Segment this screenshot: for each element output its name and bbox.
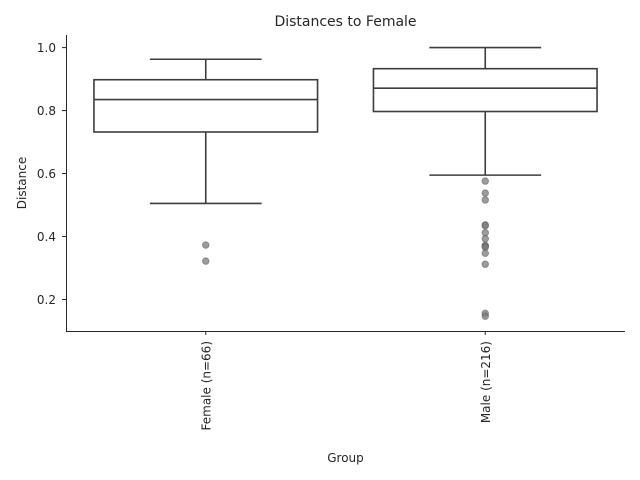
y-axis-label: Distance [15, 157, 29, 209]
box-group [93, 58, 319, 265]
y-tick-label: 0.8 [37, 104, 56, 118]
x-tick-label: Male (n=216) [479, 341, 493, 423]
outlier-point [481, 196, 489, 204]
outlier-point [481, 177, 489, 185]
x-ticks: Female (n=66) Male (n=216) [199, 331, 493, 431]
outlier-point [202, 257, 210, 265]
y-tick-label: 0.6 [37, 167, 56, 181]
outlier-point [481, 260, 489, 268]
chart-title: Distances to Female [274, 14, 416, 30]
outlier-point [481, 222, 489, 230]
iqr-box [93, 78, 319, 133]
outlier-point [481, 189, 489, 197]
iqr-box [372, 67, 598, 113]
outlier-point [202, 241, 210, 249]
y-ticks: 0.2 0.4 0.6 0.8 1.0 [37, 41, 66, 307]
outlier-point [481, 249, 489, 257]
outlier-point [481, 312, 489, 320]
box-group [372, 46, 598, 320]
x-axis-label: Group [327, 451, 364, 465]
y-tick-label: 0.2 [37, 293, 56, 307]
boxes [93, 46, 598, 320]
x-tick-label: Female (n=66) [199, 341, 213, 431]
outlier-point [481, 235, 489, 243]
y-tick-label: 0.4 [37, 230, 56, 244]
y-tick-label: 1.0 [37, 41, 56, 55]
plot-area: 0.2 0.4 0.6 0.8 1.0 Female (n=66) Male (n=216… [37, 35, 625, 431]
